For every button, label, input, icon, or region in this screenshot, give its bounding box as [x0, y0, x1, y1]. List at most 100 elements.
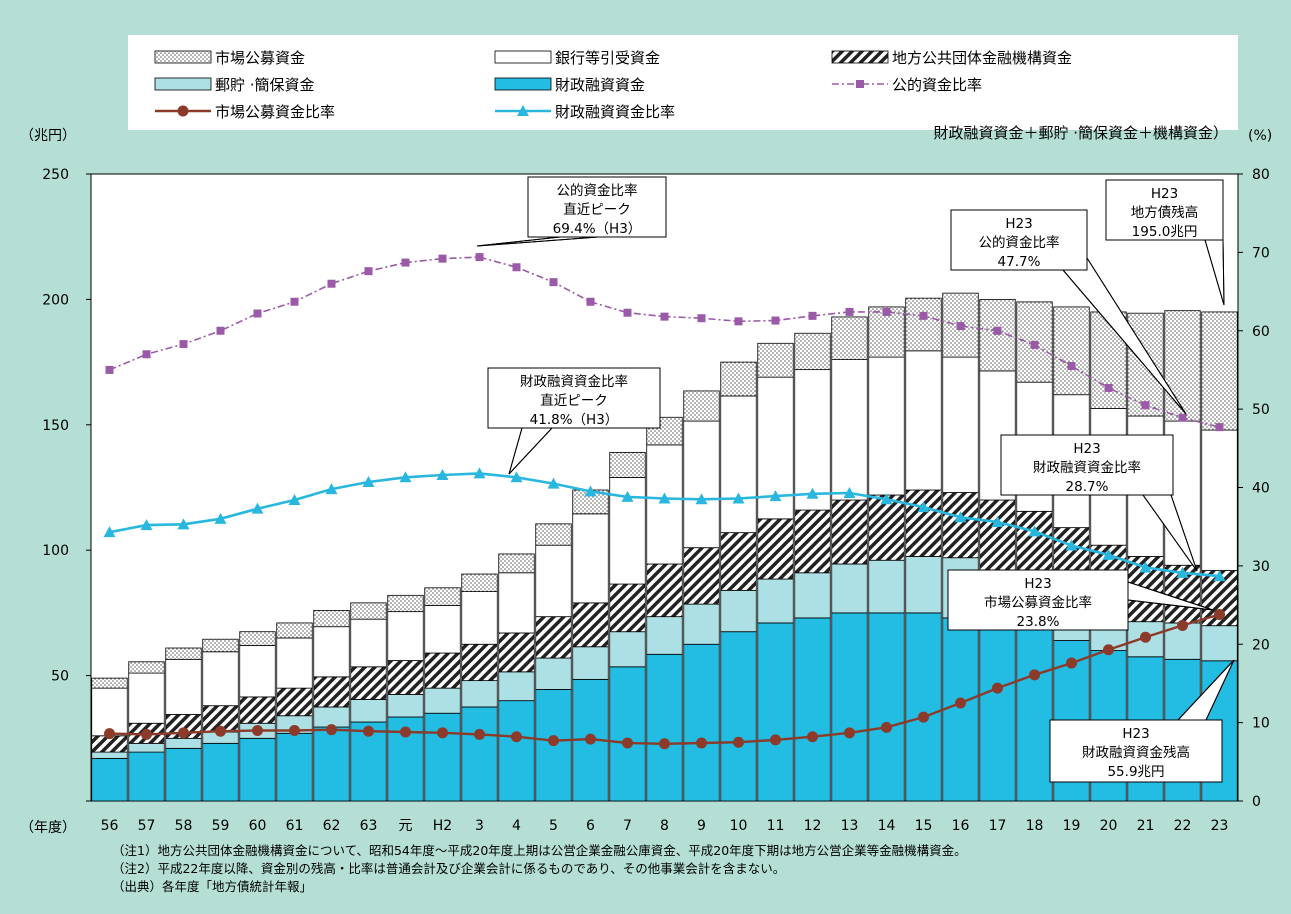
callout-text: 55.9兆円 [1107, 764, 1164, 780]
x-tick-label: 62 [323, 818, 341, 834]
callout-pointer-edge [1142, 494, 1198, 572]
marker-market [141, 728, 152, 740]
callout-text: H23 [1024, 576, 1051, 592]
marker-fiscal [177, 518, 190, 530]
callout-box [1105, 179, 1224, 241]
marker-fiscal [1065, 539, 1078, 551]
marker-fiscal [436, 468, 449, 480]
marker-public [919, 311, 928, 320]
x-tick-label: 13 [841, 818, 859, 834]
legend-marker-public [856, 80, 864, 88]
bar-market [128, 661, 165, 674]
bar-agency [683, 547, 720, 605]
marker-fiscal [1102, 548, 1115, 560]
marker-fiscal [214, 512, 227, 524]
bar-fiscal [609, 666, 646, 802]
unit-right: (%) [1248, 128, 1272, 144]
marker-fiscal [695, 493, 708, 505]
x-tick-label: 10 [730, 818, 748, 834]
bar-bank [387, 611, 424, 661]
bar-bank [1201, 429, 1238, 571]
callout-text: 直近ピーク [563, 202, 631, 218]
bar-postal [387, 694, 424, 718]
marker-market [215, 725, 226, 737]
bar-agency [276, 687, 313, 717]
marker-market [326, 724, 337, 736]
bar-agency [646, 563, 683, 618]
y-left-tick-label: 250 [42, 167, 69, 183]
bar-market [387, 594, 424, 613]
marker-fiscal [140, 519, 153, 531]
bar-postal [424, 687, 461, 714]
marker-market [1029, 669, 1040, 681]
marker-market [659, 738, 670, 750]
legend-marker-fiscal [517, 105, 529, 116]
marker-fiscal [1139, 561, 1152, 573]
marker-market [289, 724, 300, 736]
marker-fiscal [621, 490, 634, 502]
note-1: （注1）地方公共団体金融機構資金について、昭和54年度～平成20年度上期は公営企… [112, 843, 967, 858]
marker-market [1140, 631, 1151, 643]
bar-agency [498, 632, 535, 673]
x-tick-label: 59 [212, 818, 230, 834]
bar-bank [91, 687, 128, 737]
y-right-tick-label: 20 [1252, 637, 1270, 653]
bar-fiscal [128, 751, 165, 802]
bar-agency [424, 652, 461, 689]
legend-label: 公的資金比率 [892, 76, 982, 94]
bar-market [276, 622, 313, 639]
bar-postal [1201, 625, 1238, 662]
marker-market [1177, 619, 1188, 631]
y-left-tick-label: 100 [42, 543, 69, 559]
bar-postal [498, 671, 535, 702]
marker-public [216, 326, 225, 335]
bar-bank [165, 658, 202, 715]
bar-market [461, 573, 498, 592]
bar-postal [91, 751, 128, 759]
marker-public [549, 278, 558, 287]
bar-bank [276, 637, 313, 689]
legend-swatch-blue [494, 77, 552, 91]
bar-fiscal [831, 612, 868, 802]
x-tick-label: 元 [399, 818, 413, 834]
callout-text: H23 [1005, 216, 1032, 232]
bar-postal [572, 646, 609, 680]
annotations: 公的資金比率直近ピーク69.4%（H3）財政融資資金比率直近ピーク41.8%（H… [476, 176, 1235, 783]
callout-pointer-edge [1204, 239, 1225, 306]
callout-text: 公的資金比率 [979, 234, 1060, 251]
callout-text: 直近ピーク [540, 393, 608, 409]
marker-public [290, 297, 299, 306]
bar-postal [646, 616, 683, 655]
x-tick-label: 56 [101, 818, 119, 834]
bar-bank [572, 513, 609, 604]
x-tick-label: 11 [767, 818, 785, 834]
callout-box [950, 209, 1088, 271]
callout-text: 公的資金比率 [557, 182, 638, 199]
legend-swatch-dots [154, 50, 212, 64]
marker-market [1066, 657, 1077, 669]
bar-market [757, 342, 794, 378]
marker-market [437, 727, 448, 739]
bar-agency [313, 676, 350, 708]
bar-agency [979, 499, 1016, 576]
bar-fiscal [794, 617, 831, 802]
y-right-tick-label: 50 [1252, 402, 1270, 418]
marker-public [734, 317, 743, 326]
callout-box [527, 176, 667, 238]
callout-box [487, 367, 661, 429]
bar-agency [942, 492, 979, 559]
note-3: （出典）各年度「地方債統計年報」 [112, 879, 313, 894]
y-left-tick-label: 200 [42, 292, 69, 308]
marker-public [475, 253, 484, 262]
marker-fiscal [732, 492, 745, 504]
marker-public [697, 314, 706, 323]
bar-fiscal [461, 706, 498, 802]
y-right-tick-label: 70 [1252, 245, 1270, 261]
marker-fiscal [584, 485, 597, 497]
marker-market [770, 734, 781, 746]
marker-fiscal [325, 483, 338, 495]
bar-bank [794, 369, 831, 511]
marker-fiscal [362, 476, 375, 488]
callout-text: 47.7% [998, 254, 1041, 270]
bar-market [535, 523, 572, 546]
